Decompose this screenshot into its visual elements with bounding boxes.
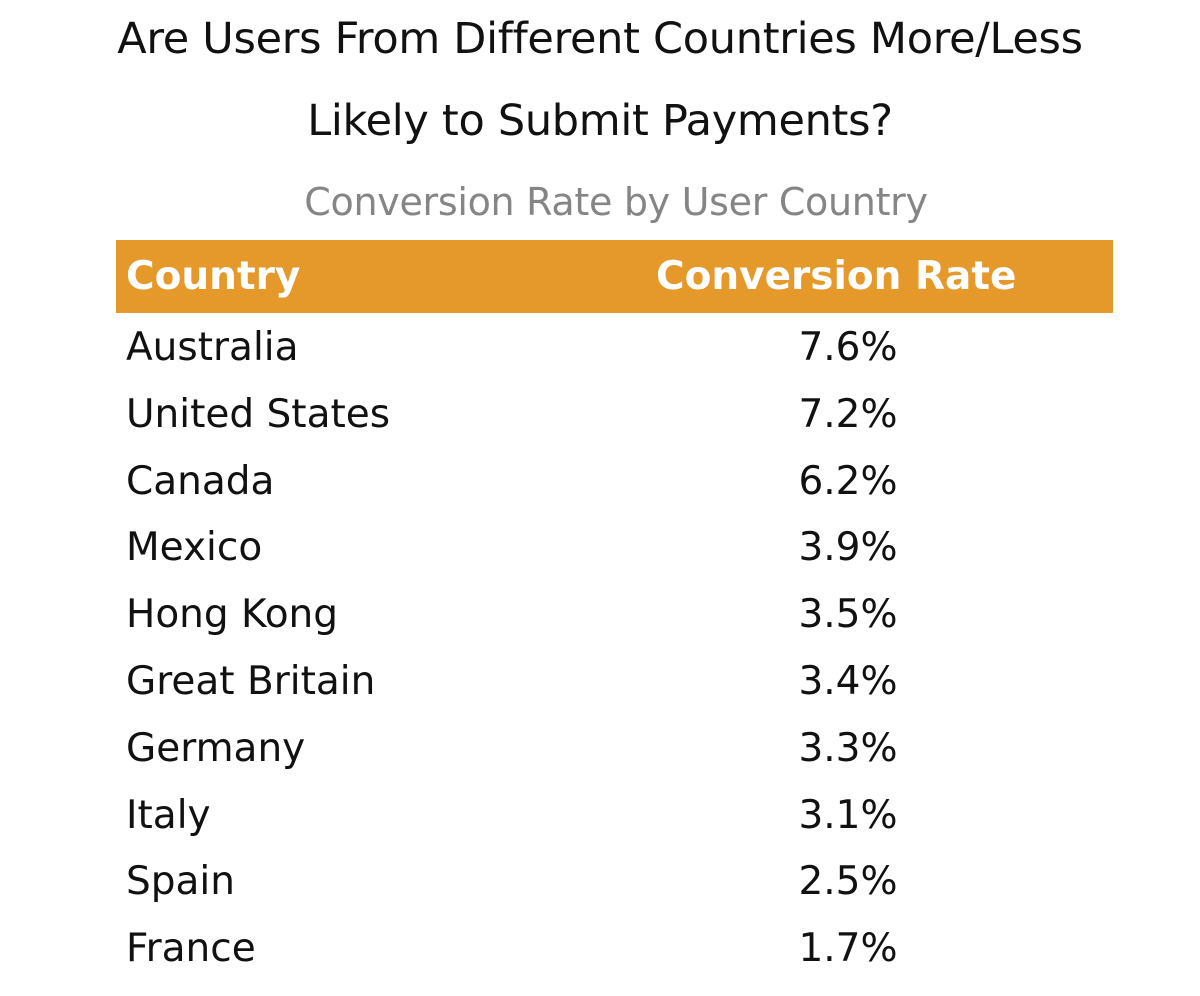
table-body: Australia 7.6% United States 7.2% Canada 6.2%…	[0, 313, 1200, 981]
table-row: Great Britain 3.4%	[0, 647, 1200, 714]
country-cell: France	[126, 926, 256, 972]
header-country: Country	[126, 254, 301, 299]
title-line-2: Likely to Submit Payments?	[307, 96, 893, 146]
subtitle: Conversion Rate by User Country	[304, 180, 928, 224]
conversion-rate-cell: 1.7%	[798, 926, 898, 972]
country-cell: Germany	[126, 725, 306, 771]
conversion-rate-cell: 3.4%	[798, 658, 898, 704]
country-cell: Australia	[126, 325, 299, 370]
country-cell: Hong Kong	[126, 592, 339, 638]
table-row: Hong Kong 3.5%	[0, 580, 1200, 647]
table-row: Mexico 3.9%	[0, 513, 1200, 580]
table-row: France 1.7%	[0, 914, 1200, 981]
conversion-rate-cell: 3.3%	[798, 725, 898, 771]
country-cell: Spain	[126, 859, 235, 905]
country-cell: Great Britain	[126, 658, 376, 704]
country-cell: Mexico	[126, 525, 263, 571]
conversion-rate-cell: 7.6%	[798, 325, 898, 370]
table-row: Italy 3.1%	[0, 781, 1200, 848]
conversion-rate-cell: 3.9%	[798, 525, 898, 571]
table-row: Australia 7.6%	[0, 313, 1200, 380]
country-cell: Italy	[126, 792, 211, 838]
title-line-1: Are Users From Different Countries More/…	[117, 14, 1083, 64]
conversion-rate-cell: 3.1%	[798, 792, 898, 838]
header-conversion-rate: Conversion Rate	[656, 254, 1017, 299]
table-row: Canada 6.2%	[0, 447, 1200, 514]
conversion-rate-cell: 7.2%	[798, 391, 898, 437]
table-header: Country Conversion Rate	[116, 240, 1113, 313]
country-cell: Canada	[126, 458, 275, 504]
country-cell: United States	[126, 391, 391, 437]
table-row: Spain 2.5%	[0, 847, 1200, 914]
conversion-rate-cell: 3.5%	[798, 592, 898, 638]
table-row: Germany 3.3%	[0, 714, 1200, 781]
table-row: United States 7.2%	[0, 380, 1200, 447]
conversion-rate-cell: 2.5%	[798, 859, 898, 905]
conversion-rate-cell: 6.2%	[798, 458, 898, 504]
